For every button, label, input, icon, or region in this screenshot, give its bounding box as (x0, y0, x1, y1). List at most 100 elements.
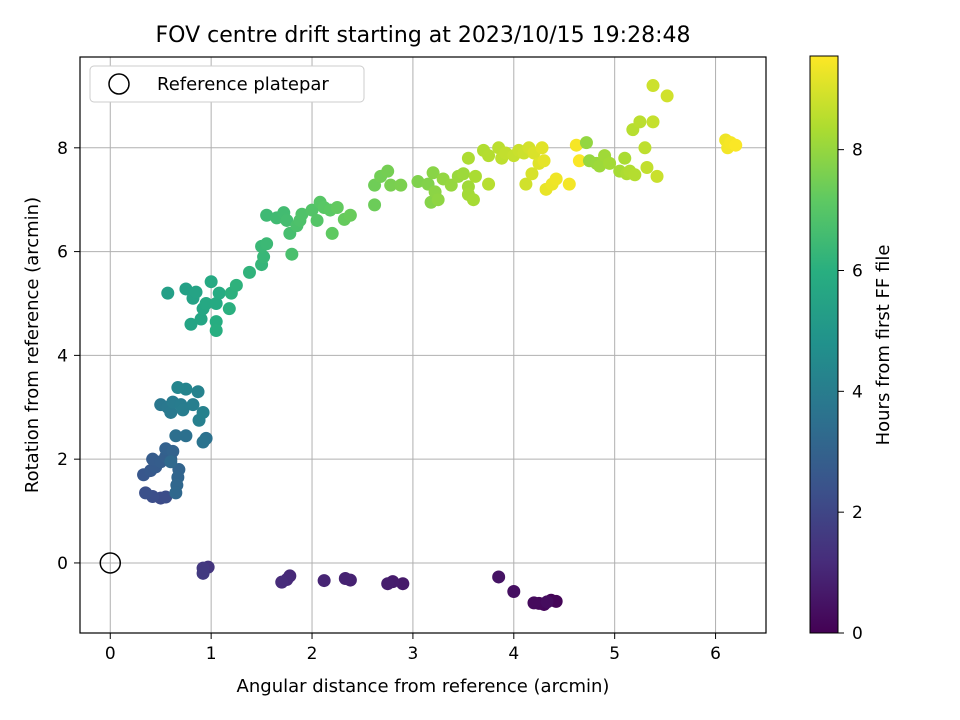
data-point (729, 138, 743, 152)
data-point (159, 490, 173, 504)
data-point (569, 138, 583, 152)
data-point (549, 172, 563, 186)
data-point (540, 595, 554, 609)
x-tick-label: 4 (508, 644, 519, 664)
data-point (179, 429, 193, 443)
data-point (603, 156, 617, 170)
data-point (535, 141, 549, 155)
data-point (338, 572, 352, 586)
data-point (468, 169, 482, 183)
data-point (527, 596, 541, 610)
data-point (638, 141, 652, 155)
x-tick-label: 0 (105, 644, 116, 664)
data-point (381, 164, 395, 178)
data-point (519, 177, 533, 191)
data-point (169, 486, 183, 500)
grid-lines (80, 57, 766, 633)
colorbar-tick-label: 8 (852, 141, 863, 161)
data-point (204, 275, 218, 289)
data-point (525, 167, 539, 181)
data-point (191, 385, 205, 399)
data-point (482, 149, 496, 163)
data-point (411, 175, 425, 189)
colorbar-tick-label: 4 (852, 382, 863, 402)
data-point (305, 203, 319, 217)
colorbar-tick-label: 2 (852, 503, 863, 523)
data-point (196, 566, 210, 580)
data-point (171, 381, 185, 395)
data-point (310, 213, 324, 227)
data-point (260, 208, 274, 222)
data-point (242, 265, 256, 279)
data-point (325, 226, 339, 240)
data-point (209, 323, 223, 337)
data-point (209, 296, 223, 310)
data-point (260, 237, 274, 251)
data-point (466, 193, 480, 207)
data-point (628, 168, 642, 182)
colorbar-tick-label: 6 (852, 261, 863, 281)
data-point (196, 405, 210, 419)
data-point (492, 570, 506, 584)
data-points (137, 79, 743, 611)
data-point (179, 282, 193, 296)
y-tick-label: 4 (57, 346, 68, 366)
data-point (275, 575, 289, 589)
colorbar-label: Hours from first FF file (873, 245, 894, 446)
x-axis-label: Angular distance from reference (arcmin) (237, 676, 610, 697)
data-point (646, 79, 660, 93)
data-point (456, 167, 470, 181)
data-point (343, 208, 357, 222)
data-point (285, 247, 299, 261)
y-tick-label: 0 (57, 554, 68, 574)
data-point (444, 178, 458, 192)
data-point (196, 435, 210, 449)
colorbar-gradient (809, 55, 839, 634)
data-point (164, 405, 178, 419)
data-point (593, 159, 607, 173)
y-axis-label: Rotation from reference (arcmin) (22, 197, 43, 493)
data-point (280, 213, 294, 227)
data-point (640, 161, 654, 175)
reference-point (99, 552, 122, 574)
data-point (572, 154, 586, 168)
y-axis-ticks: 0 2 4 6 8 (57, 139, 80, 574)
legend: Reference platepar (89, 65, 365, 103)
data-point (394, 178, 408, 192)
data-point (537, 154, 551, 168)
colorbar-ticks: 0 2 4 6 8 (838, 141, 863, 644)
y-tick-label: 6 (57, 243, 68, 263)
data-point (176, 403, 190, 417)
legend-reference-marker (108, 73, 130, 95)
data-point (381, 577, 395, 591)
x-axis-ticks: 0 1 2 3 4 5 6 (105, 633, 721, 664)
x-tick-label: 2 (307, 644, 318, 664)
legend-label: Reference platepar (157, 74, 329, 95)
data-point (562, 177, 576, 191)
reference-marker (99, 552, 122, 574)
chart-title: FOV centre drift starting at 2023/10/15 … (156, 23, 691, 48)
data-point (229, 278, 243, 292)
data-point (257, 250, 271, 264)
x-tick-label: 1 (206, 644, 217, 664)
data-point (384, 178, 398, 192)
data-point (426, 166, 440, 180)
data-point (317, 574, 331, 588)
y-tick-label: 2 (57, 450, 68, 470)
data-point (194, 312, 208, 326)
data-point (482, 177, 496, 191)
legend-box (89, 65, 365, 103)
data-point (618, 151, 632, 165)
colorbar-tick-label: 0 (852, 624, 863, 644)
data-point (330, 200, 344, 214)
x-tick-label: 5 (609, 644, 620, 664)
data-point (461, 151, 475, 165)
plot-frame (79, 56, 767, 634)
data-point (368, 198, 382, 212)
data-point (184, 317, 198, 331)
data-point (139, 486, 153, 500)
data-point (186, 398, 200, 412)
data-point (431, 193, 445, 207)
data-point (507, 584, 521, 598)
